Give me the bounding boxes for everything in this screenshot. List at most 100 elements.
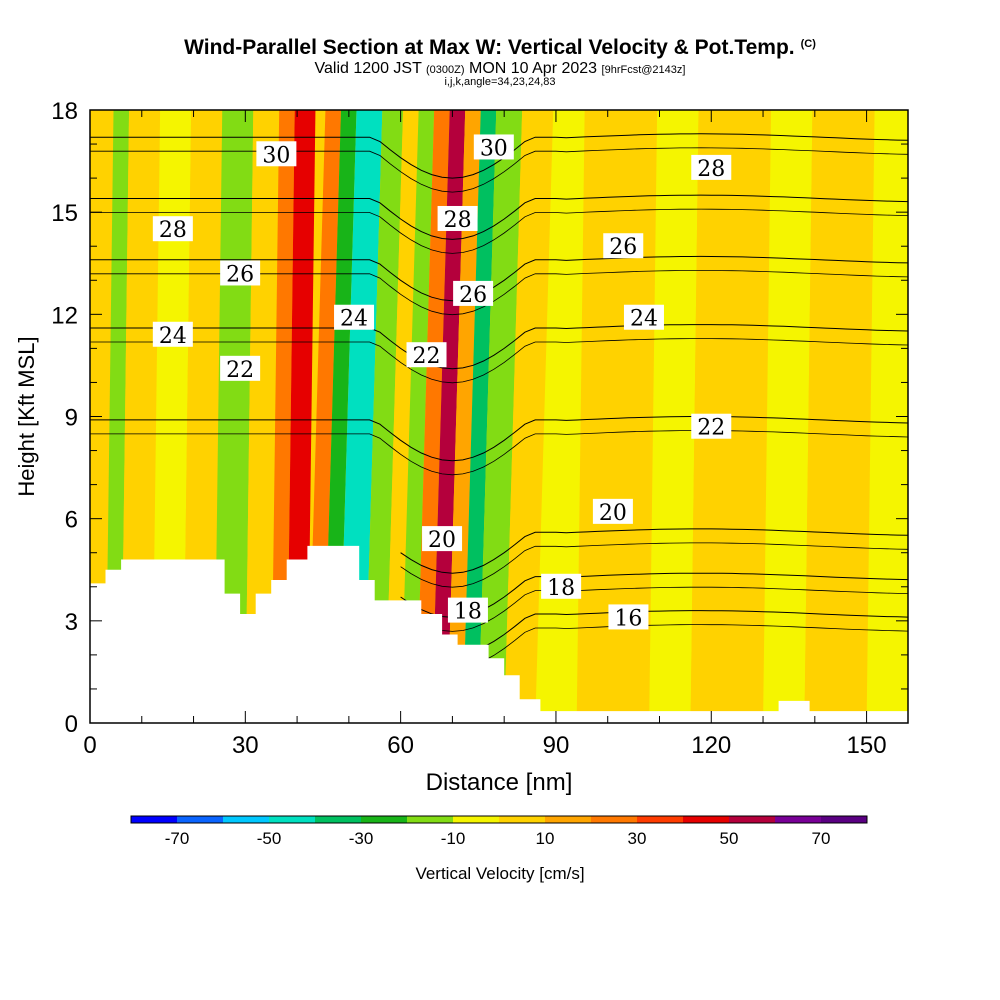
contour-label: 24	[630, 307, 658, 332]
contour-label: 22	[413, 344, 441, 369]
contour-label: 20	[428, 528, 456, 553]
velocity-band	[447, 110, 481, 723]
colorbar-swatch	[361, 816, 407, 823]
velocity-band	[271, 110, 295, 723]
velocity-band	[416, 110, 450, 723]
velocity-band	[400, 110, 435, 723]
x-axis-label: Distance [nm]	[426, 769, 573, 796]
contour-label-box	[152, 321, 193, 347]
theta-contour	[400, 542, 908, 588]
colorbar-tick-label: -10	[441, 829, 466, 848]
colorbar-swatch	[315, 816, 361, 823]
velocity-band	[866, 110, 908, 723]
contour-label-box	[152, 216, 193, 242]
y-tick-label: 9	[65, 405, 78, 432]
colorbar-swatch	[453, 816, 499, 823]
contour-label: 30	[480, 136, 508, 161]
colorbar-swatch	[821, 816, 867, 823]
velocity-band	[431, 110, 466, 723]
colorbar-swatch	[775, 816, 821, 823]
contour-label: 18	[547, 576, 575, 601]
colorbar-swatch	[177, 816, 223, 823]
contour-label-box	[691, 413, 732, 439]
colorbar-swatch	[545, 816, 591, 823]
colorbar-swatch	[131, 816, 177, 823]
y-tick-label: 0	[65, 711, 78, 738]
valid-time: Valid 1200 JST (0300Z) MON 10 Apr 2023 […	[0, 60, 1000, 78]
colorbar-swatch	[683, 816, 729, 823]
y-axis-label: Height [Kft MSL]	[14, 336, 39, 496]
contour-label: 16	[614, 606, 642, 631]
colorbar-swatch	[637, 816, 683, 823]
contour-label-box	[592, 498, 633, 524]
contour-label: 28	[159, 218, 187, 243]
contour-label: 30	[262, 143, 290, 168]
colorbar-frame	[130, 815, 868, 824]
contour-label-box	[691, 154, 732, 180]
contour-label: 26	[226, 262, 254, 287]
x-tick-label: 90	[543, 732, 570, 759]
theta-contour	[400, 586, 908, 632]
theta-contour	[90, 338, 908, 384]
contour-label: 18	[454, 600, 482, 625]
y-tick-label: 15	[51, 200, 78, 227]
x-tick-label: 0	[83, 732, 96, 759]
velocity-band	[364, 110, 404, 723]
contour-label-box	[541, 573, 582, 599]
chart-title: Wind-Parallel Section at Max W: Vertical…	[0, 36, 1000, 60]
contour-label: 28	[444, 208, 472, 233]
theta-contour	[90, 208, 908, 254]
velocity-band	[385, 110, 419, 723]
contour-label-box	[608, 604, 649, 630]
y-tick-label: 18	[51, 98, 78, 125]
contour-label-box	[623, 304, 664, 330]
valid-prefix: Valid 1200 JST	[314, 60, 422, 77]
colorbar-swatch	[499, 816, 545, 823]
contour-label-box	[334, 304, 375, 330]
forecast-info: [9hrFcst@2143z]	[601, 64, 686, 76]
theta-contour	[90, 194, 908, 240]
velocity-band	[478, 110, 523, 723]
contour-label-box	[447, 597, 488, 623]
contour-label-box	[603, 233, 644, 259]
contour-label: 26	[609, 235, 637, 260]
contour-label: 20	[599, 501, 627, 526]
x-tick-label: 60	[387, 732, 414, 759]
contour-label-box	[437, 205, 478, 231]
velocity-band	[763, 110, 813, 723]
colorbar-swatch	[407, 816, 453, 823]
contour-label-box	[256, 141, 297, 167]
grid-indices: i,j,k,angle=34,23,24,83	[444, 76, 556, 88]
y-tick-label: 12	[51, 302, 78, 329]
velocity-band	[504, 110, 554, 723]
colorbar-tick-label: 30	[628, 829, 647, 848]
colorbar-tick-label: -30	[349, 829, 374, 848]
contour-label: 24	[159, 324, 187, 349]
valid-date: MON 10 Apr 2023	[469, 60, 598, 77]
theta-contour	[90, 430, 908, 476]
theta-contour	[90, 324, 908, 370]
theta-contour	[90, 147, 908, 193]
contour-label: 26	[459, 283, 487, 308]
colorbar-swatch	[729, 816, 775, 823]
colorbar-tick-label: 10	[536, 829, 555, 848]
colorbar-tick-label: -70	[165, 829, 190, 848]
theta-contour	[400, 528, 908, 574]
colorbar-tick-label: -50	[257, 829, 282, 848]
colorbar-swatch	[223, 816, 269, 823]
colorbar-tick-label: 50	[720, 829, 739, 848]
contour-label-box	[406, 342, 447, 368]
colorbar-swatch	[591, 816, 637, 823]
contour-label: 22	[226, 358, 254, 383]
contour-label-box	[453, 280, 494, 306]
terrain-mask	[90, 545, 908, 723]
valid-utc: (0300Z)	[426, 64, 465, 76]
copyright-mark: (C)	[800, 38, 816, 50]
theta-contour	[90, 416, 908, 462]
contour-label: 22	[697, 416, 725, 441]
x-tick-label: 120	[691, 732, 731, 759]
y-tick-label: 6	[65, 507, 78, 534]
title-text: Wind-Parallel Section at Max W: Vertical…	[184, 36, 795, 59]
field-layer: 30 30 28 28 28 26 26 26 24 24 24 22 22 22 20 20 18 18 16	[90, 110, 908, 723]
